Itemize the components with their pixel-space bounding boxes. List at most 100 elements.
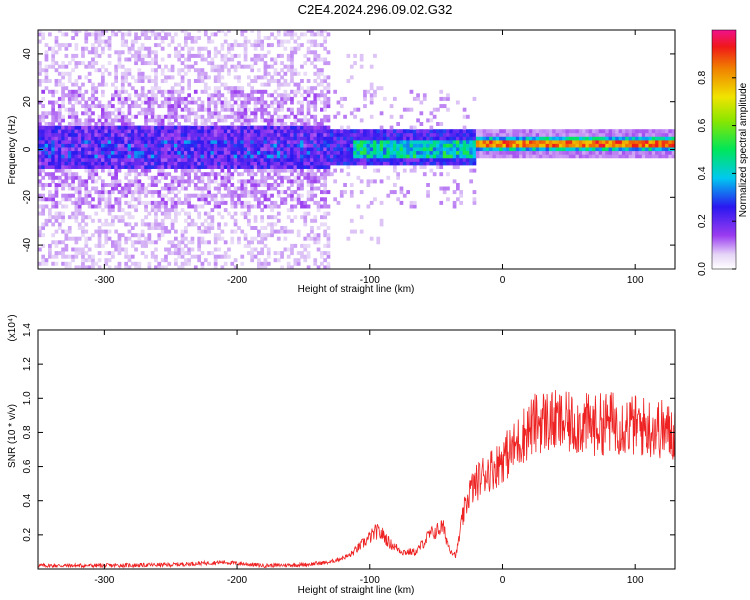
heatmap-cell — [180, 233, 185, 238]
heatmap-cell — [237, 125, 241, 130]
heatmap-cell — [144, 208, 148, 213]
heatmap-cell — [456, 165, 460, 169]
heatmap-cell — [177, 50, 182, 55]
y-tick-label: 0.8 — [22, 425, 33, 439]
heatmap-cell — [41, 111, 46, 116]
heatmap-cell — [177, 147, 182, 152]
heatmap-cell — [111, 204, 115, 209]
heatmap-cell — [177, 136, 182, 141]
heatmap-cell — [150, 154, 155, 159]
heatmap-cell — [233, 100, 238, 105]
heatmap-cell — [184, 168, 188, 173]
heatmap-cell — [257, 179, 261, 184]
heatmap-cell — [64, 261, 69, 266]
heatmap-cell — [41, 233, 46, 238]
heatmap-cell — [253, 165, 258, 169]
heatmap-cell — [217, 68, 221, 73]
heatmap-cell — [635, 143, 639, 148]
heatmap-cell — [124, 247, 129, 252]
heatmap-cell — [48, 129, 52, 134]
heatmap-cell — [353, 139, 357, 144]
heatmap-cell — [87, 193, 92, 198]
heatmap-cell — [326, 50, 331, 55]
heatmap-cell — [77, 157, 82, 162]
heatmap-cell — [230, 89, 235, 94]
heatmap-cell — [38, 82, 42, 87]
heatmap-cell — [203, 136, 208, 141]
heatmap-cell — [114, 129, 119, 134]
heatmap-cell — [406, 157, 411, 162]
heatmap-cell — [84, 89, 89, 94]
heatmap-cell — [548, 147, 553, 152]
heatmap-cell — [286, 132, 291, 137]
heatmap-cell — [97, 129, 102, 134]
heatmap-cell — [366, 183, 371, 187]
heatmap-cell — [193, 100, 198, 105]
heatmap-cell — [276, 129, 281, 134]
heatmap-cell — [207, 147, 211, 152]
heatmap-cell — [160, 186, 165, 191]
heatmap-cell — [84, 30, 89, 33]
heatmap-cell — [247, 114, 251, 119]
heatmap-cell — [97, 30, 102, 33]
heatmap-cell — [389, 150, 394, 155]
heatmap-cell — [409, 107, 414, 112]
heatmap-cell — [81, 122, 85, 126]
heatmap-cell — [87, 104, 92, 109]
heatmap-cell — [71, 179, 75, 184]
heatmap-cell — [67, 165, 72, 169]
heatmap-cell — [283, 125, 288, 130]
heatmap-cell — [273, 118, 278, 123]
heatmap-cell — [247, 150, 251, 155]
heatmap-cell — [111, 251, 115, 256]
heatmap-cell — [240, 154, 245, 159]
heatmap-cell — [356, 136, 361, 141]
heatmap-cell — [41, 165, 46, 169]
heatmap-cell — [243, 122, 248, 126]
heatmap-cell — [602, 143, 606, 148]
heatmap-cell — [197, 50, 202, 55]
heatmap-cell — [157, 64, 162, 69]
heatmap-cell — [489, 143, 493, 148]
heatmap-cell — [310, 197, 314, 202]
heatmap-cell — [651, 147, 656, 152]
heatmap-cell — [529, 143, 533, 148]
heatmap-cell — [87, 154, 92, 159]
heatmap-cell — [276, 211, 281, 216]
heatmap-cell — [286, 39, 291, 44]
heatmap-cell — [114, 197, 119, 202]
heatmap-cell — [210, 179, 215, 184]
heatmap-cell — [306, 147, 311, 152]
heatmap-cell — [658, 136, 663, 141]
heatmap-cell — [668, 143, 673, 148]
heatmap-cell — [97, 200, 102, 205]
heatmap-cell — [130, 233, 135, 238]
heatmap-cell — [150, 32, 155, 37]
heatmap-cell — [137, 79, 142, 83]
heatmap-cell — [323, 30, 328, 33]
heatmap-cell — [250, 43, 255, 48]
heatmap-cell — [671, 150, 675, 155]
heatmap-cell — [253, 215, 258, 220]
heatmap-cell — [313, 136, 318, 141]
heatmap-cell — [203, 211, 208, 216]
heatmap-cell — [104, 222, 109, 227]
heatmap-cell — [217, 233, 221, 238]
heatmap-cell — [306, 111, 311, 116]
heatmap-cell — [266, 222, 271, 227]
heatmap-cell — [213, 204, 218, 209]
heatmap-cell — [48, 175, 52, 180]
heatmap-cell — [227, 136, 231, 141]
heatmap-cell — [220, 68, 225, 73]
heatmap-cell — [217, 79, 221, 83]
heatmap-cell — [107, 129, 112, 134]
heatmap-cell — [107, 172, 112, 177]
heatmap-cell — [452, 132, 457, 137]
heatmap-cell — [612, 132, 616, 137]
heatmap-cell — [459, 190, 464, 195]
heatmap-cell — [505, 147, 510, 152]
heatmap-cell — [353, 150, 357, 155]
heatmap-cell — [247, 64, 251, 69]
snr-y-ticks: 0.20.40.60.81.01.21.4 — [22, 323, 675, 542]
heatmap-cell — [343, 96, 347, 101]
